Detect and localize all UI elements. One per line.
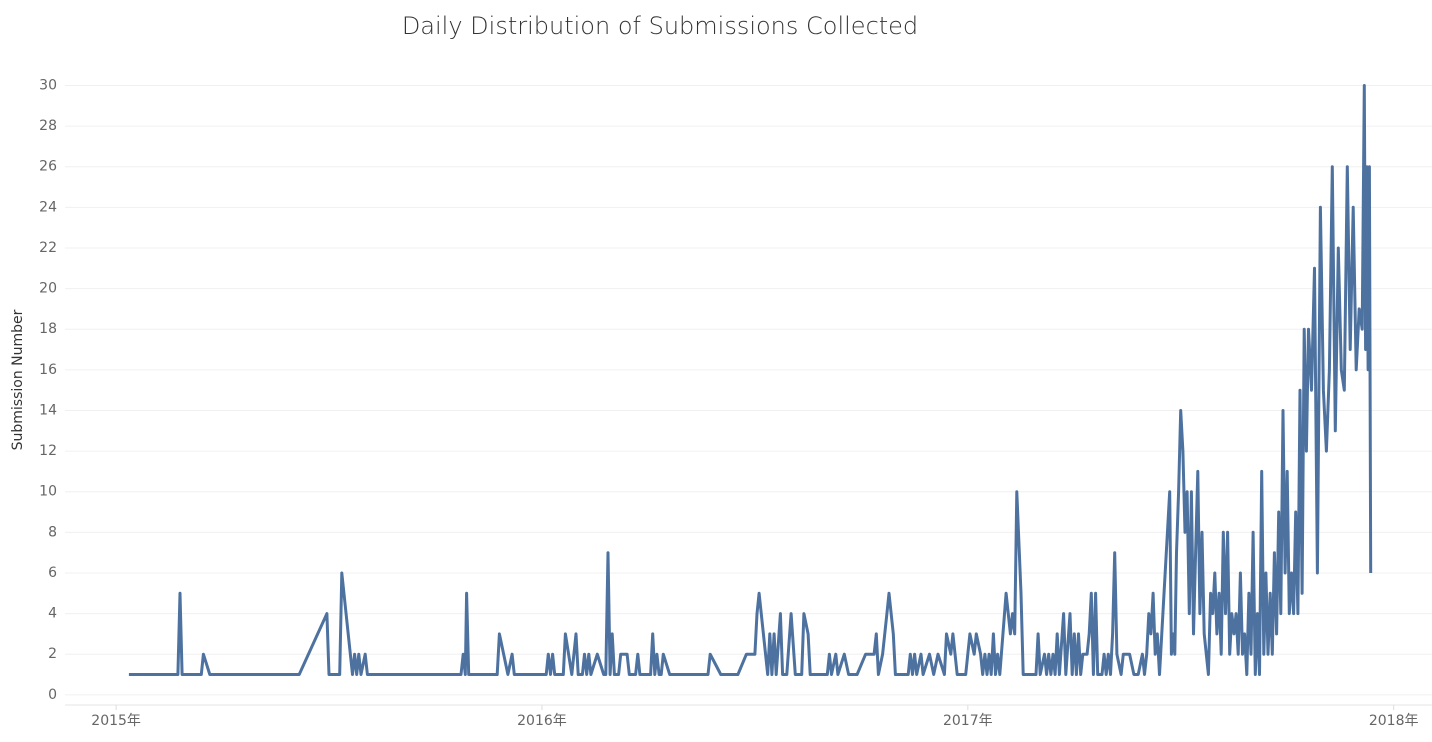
y-tick-label: 4: [48, 606, 57, 622]
y-tick-label: 8: [48, 524, 57, 540]
chart-title: Daily Distribution of Submissions Collec…: [402, 12, 918, 40]
x-tick-label: 2016年: [517, 713, 567, 729]
y-tick-label: 14: [39, 402, 57, 418]
y-tick-label: 2: [48, 646, 57, 662]
y-tick-label: 28: [39, 118, 57, 134]
y-tick-label: 24: [39, 199, 57, 215]
y-axis-label: Submission Number: [10, 309, 26, 450]
y-tick-label: 10: [39, 484, 57, 500]
y-tick-label: 0: [48, 687, 57, 703]
y-tick-label: 6: [48, 565, 57, 581]
x-tick-label: 2015年: [91, 713, 141, 729]
y-tick-label: 30: [39, 77, 57, 93]
y-tick-label: 22: [39, 240, 57, 256]
x-tick-label: 2018年: [1369, 713, 1419, 729]
y-tick-label: 20: [39, 281, 57, 297]
y-tick-label: 16: [39, 362, 57, 378]
y-tick-label: 12: [39, 443, 57, 459]
data-line: [128, 84, 1373, 676]
y-tick-label: 26: [39, 159, 57, 175]
x-tick-label: 2017年: [943, 713, 993, 729]
y-tick-label: 18: [39, 321, 57, 337]
